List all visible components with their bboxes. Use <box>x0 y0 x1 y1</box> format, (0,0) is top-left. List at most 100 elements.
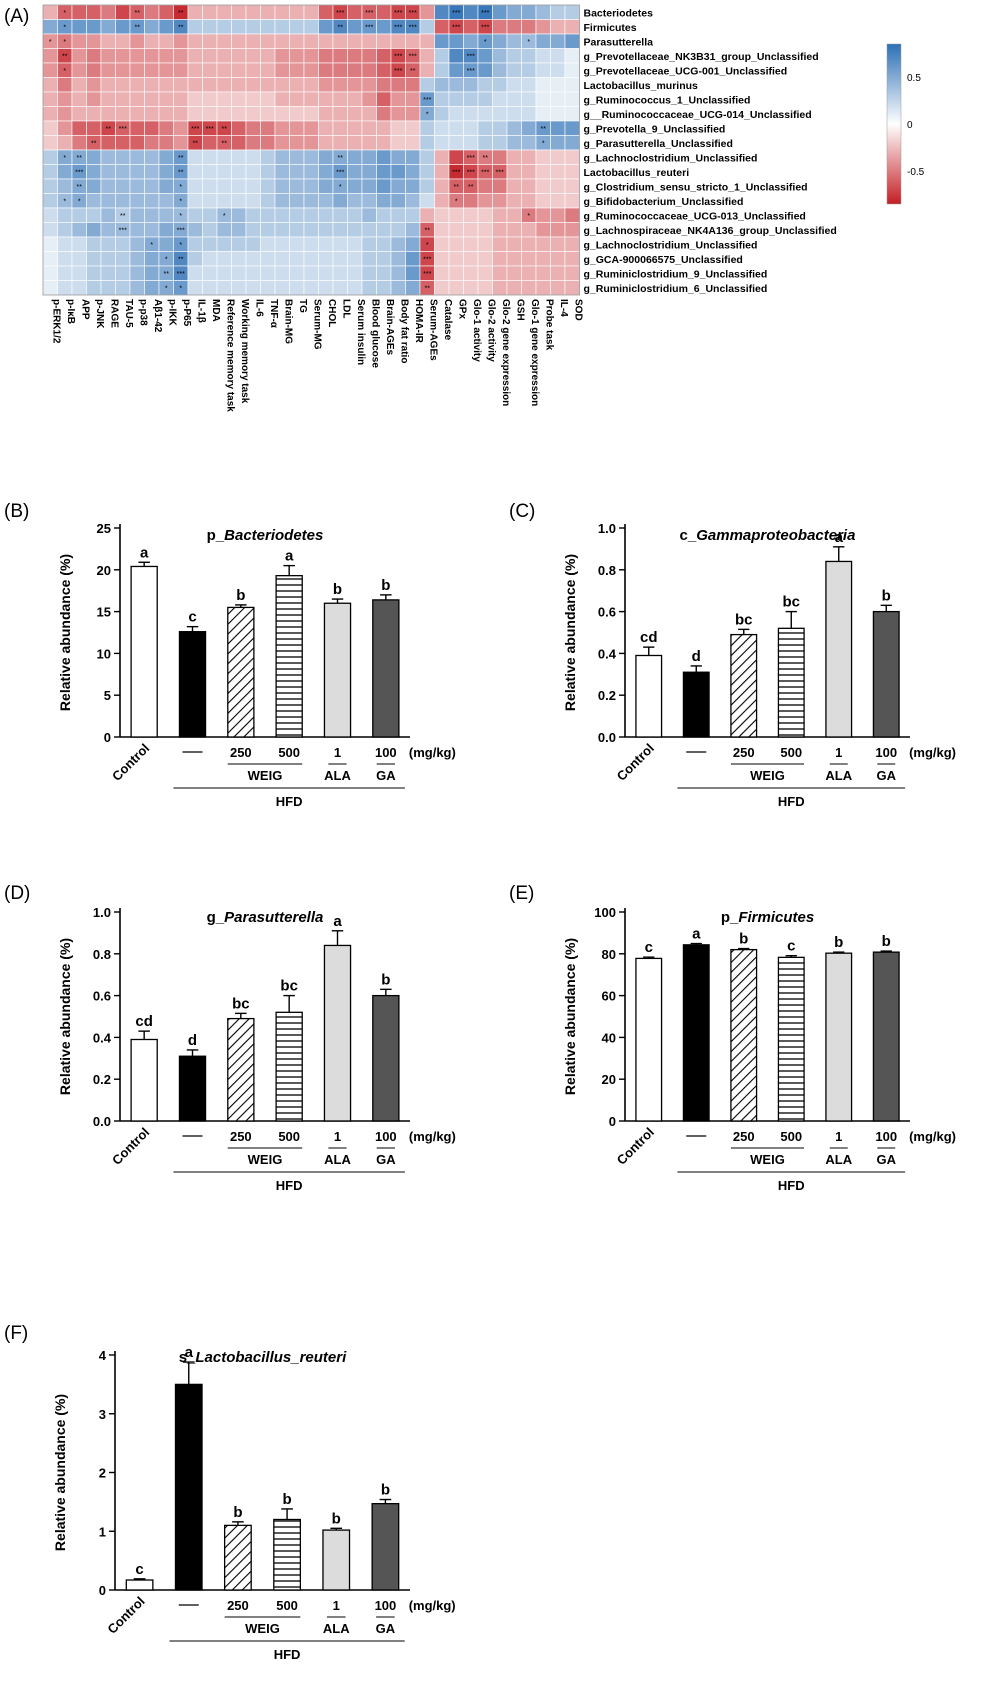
heatmap-cell <box>274 265 290 281</box>
heatmap-cell <box>347 251 363 267</box>
heatmap-cell <box>115 280 131 296</box>
significance-marker: ** <box>338 24 344 31</box>
significance-marker: * <box>527 213 530 220</box>
significance-marker: *** <box>394 53 402 60</box>
significance-letter: a <box>140 544 149 561</box>
row-label: g_Prevotella_9_Unclassified <box>584 123 726 135</box>
chart-title: c_Gammaproteobacteria <box>680 527 856 544</box>
x-category-label: 1 <box>835 1129 842 1144</box>
significance-marker: *** <box>119 227 127 234</box>
heatmap-cell <box>318 178 334 194</box>
heatmap-cell <box>405 91 421 107</box>
heatmap-cell <box>550 19 566 35</box>
column-label: Glo-2 activity <box>485 299 496 362</box>
row-label: Parasutterella <box>584 36 654 48</box>
heatmap-cell <box>434 265 450 281</box>
heatmap-cell <box>564 164 580 180</box>
heatmap-cell <box>71 222 87 238</box>
y-tick-label: 10 <box>97 646 111 661</box>
y-axis-label: Relative abundance (%) <box>52 1394 68 1551</box>
heatmap-cell <box>448 280 464 296</box>
group-label-ala: ALA <box>323 1621 350 1636</box>
significance-marker: *** <box>423 256 431 263</box>
chart-title-taxon: Parasutterella <box>224 909 323 926</box>
heatmap-cell <box>129 48 145 64</box>
heatmap-cell <box>289 19 305 35</box>
chart-title-prefix: p_ <box>207 527 225 544</box>
column-label: TG <box>297 299 308 313</box>
heatmap-cell <box>202 77 218 93</box>
significance-letter: bc <box>280 978 298 995</box>
group-label-weig: WEIG <box>248 1152 283 1167</box>
heatmap-cell <box>506 207 522 223</box>
column-label: p-P65 <box>181 299 192 327</box>
heatmap-cell <box>245 62 261 78</box>
heatmap-cell <box>57 91 73 107</box>
significance-marker: ** <box>77 155 83 162</box>
heatmap-cell <box>245 164 261 180</box>
heatmap-cell <box>245 106 261 122</box>
heatmap-cell <box>506 280 522 296</box>
heatmap-cell <box>535 265 551 281</box>
heatmap-cell <box>303 207 319 223</box>
heatmap-cell <box>448 207 464 223</box>
heatmap-cell <box>434 280 450 296</box>
significance-letter: b <box>282 1491 291 1508</box>
significance-letter: d <box>188 1032 197 1049</box>
heatmap-cell <box>100 193 116 209</box>
heatmap-cell <box>129 280 145 296</box>
x-category-label: 500 <box>278 745 300 760</box>
significance-marker: * <box>527 39 530 46</box>
heatmap-cell <box>492 265 508 281</box>
heatmap-cell <box>289 193 305 209</box>
y-tick-label: 0.8 <box>598 563 616 578</box>
chart-title-taxon: Lactobacillus_reuteri <box>195 1349 347 1366</box>
x-category-label: 500 <box>780 1129 802 1144</box>
significance-letter: a <box>692 926 701 943</box>
heatmap-cell <box>535 222 551 238</box>
heatmap-cell <box>245 77 261 93</box>
heatmap-cell <box>492 135 508 151</box>
heatmap-cell <box>245 178 261 194</box>
significance-marker: *** <box>423 97 431 104</box>
heatmap-cell <box>303 280 319 296</box>
significance-marker: * <box>78 198 81 205</box>
significance-letter: a <box>333 913 342 930</box>
heatmap-cell <box>144 135 160 151</box>
heatmap-cell <box>115 164 131 180</box>
heatmap-cell <box>144 106 160 122</box>
heatmap-cell <box>71 251 87 267</box>
heatmap-cell <box>419 4 435 20</box>
x-category-label: Control <box>614 1125 657 1168</box>
significance-letter: b <box>739 931 748 948</box>
heatmap-cell <box>347 62 363 78</box>
significance-marker: ** <box>178 24 184 31</box>
bar <box>130 565 158 738</box>
significance-marker: *** <box>336 10 344 17</box>
heatmap-cell <box>361 265 377 281</box>
heatmap-cell <box>448 106 464 122</box>
significance-letter: c <box>645 939 653 956</box>
heatmap-cell <box>405 77 421 93</box>
heatmap-cell <box>100 222 116 238</box>
heatmap-cell <box>492 48 508 64</box>
heatmap-cell <box>434 222 450 238</box>
heatmap-cell <box>376 251 392 267</box>
heatmap-cell <box>332 280 348 296</box>
heatmap-cell <box>564 193 580 209</box>
column-label: Brain-MG <box>282 299 293 344</box>
heatmap-cell <box>289 265 305 281</box>
heatmap-cell <box>492 33 508 49</box>
heatmap-cell <box>42 149 58 165</box>
heatmap-cell <box>216 236 232 252</box>
heatmap-cell <box>535 164 551 180</box>
heatmap-cell <box>434 135 450 151</box>
heatmap-cell <box>86 251 102 267</box>
significance-marker: ** <box>178 169 184 176</box>
chart-title-taxon: Gammaproteobacteria <box>696 527 855 544</box>
group-label-hfd: HFD <box>778 794 805 809</box>
column-label: Serum-AGEs <box>427 299 438 361</box>
significance-letter: cd <box>135 1013 153 1030</box>
heatmap-cell <box>361 251 377 267</box>
heatmap-cell <box>158 33 174 49</box>
